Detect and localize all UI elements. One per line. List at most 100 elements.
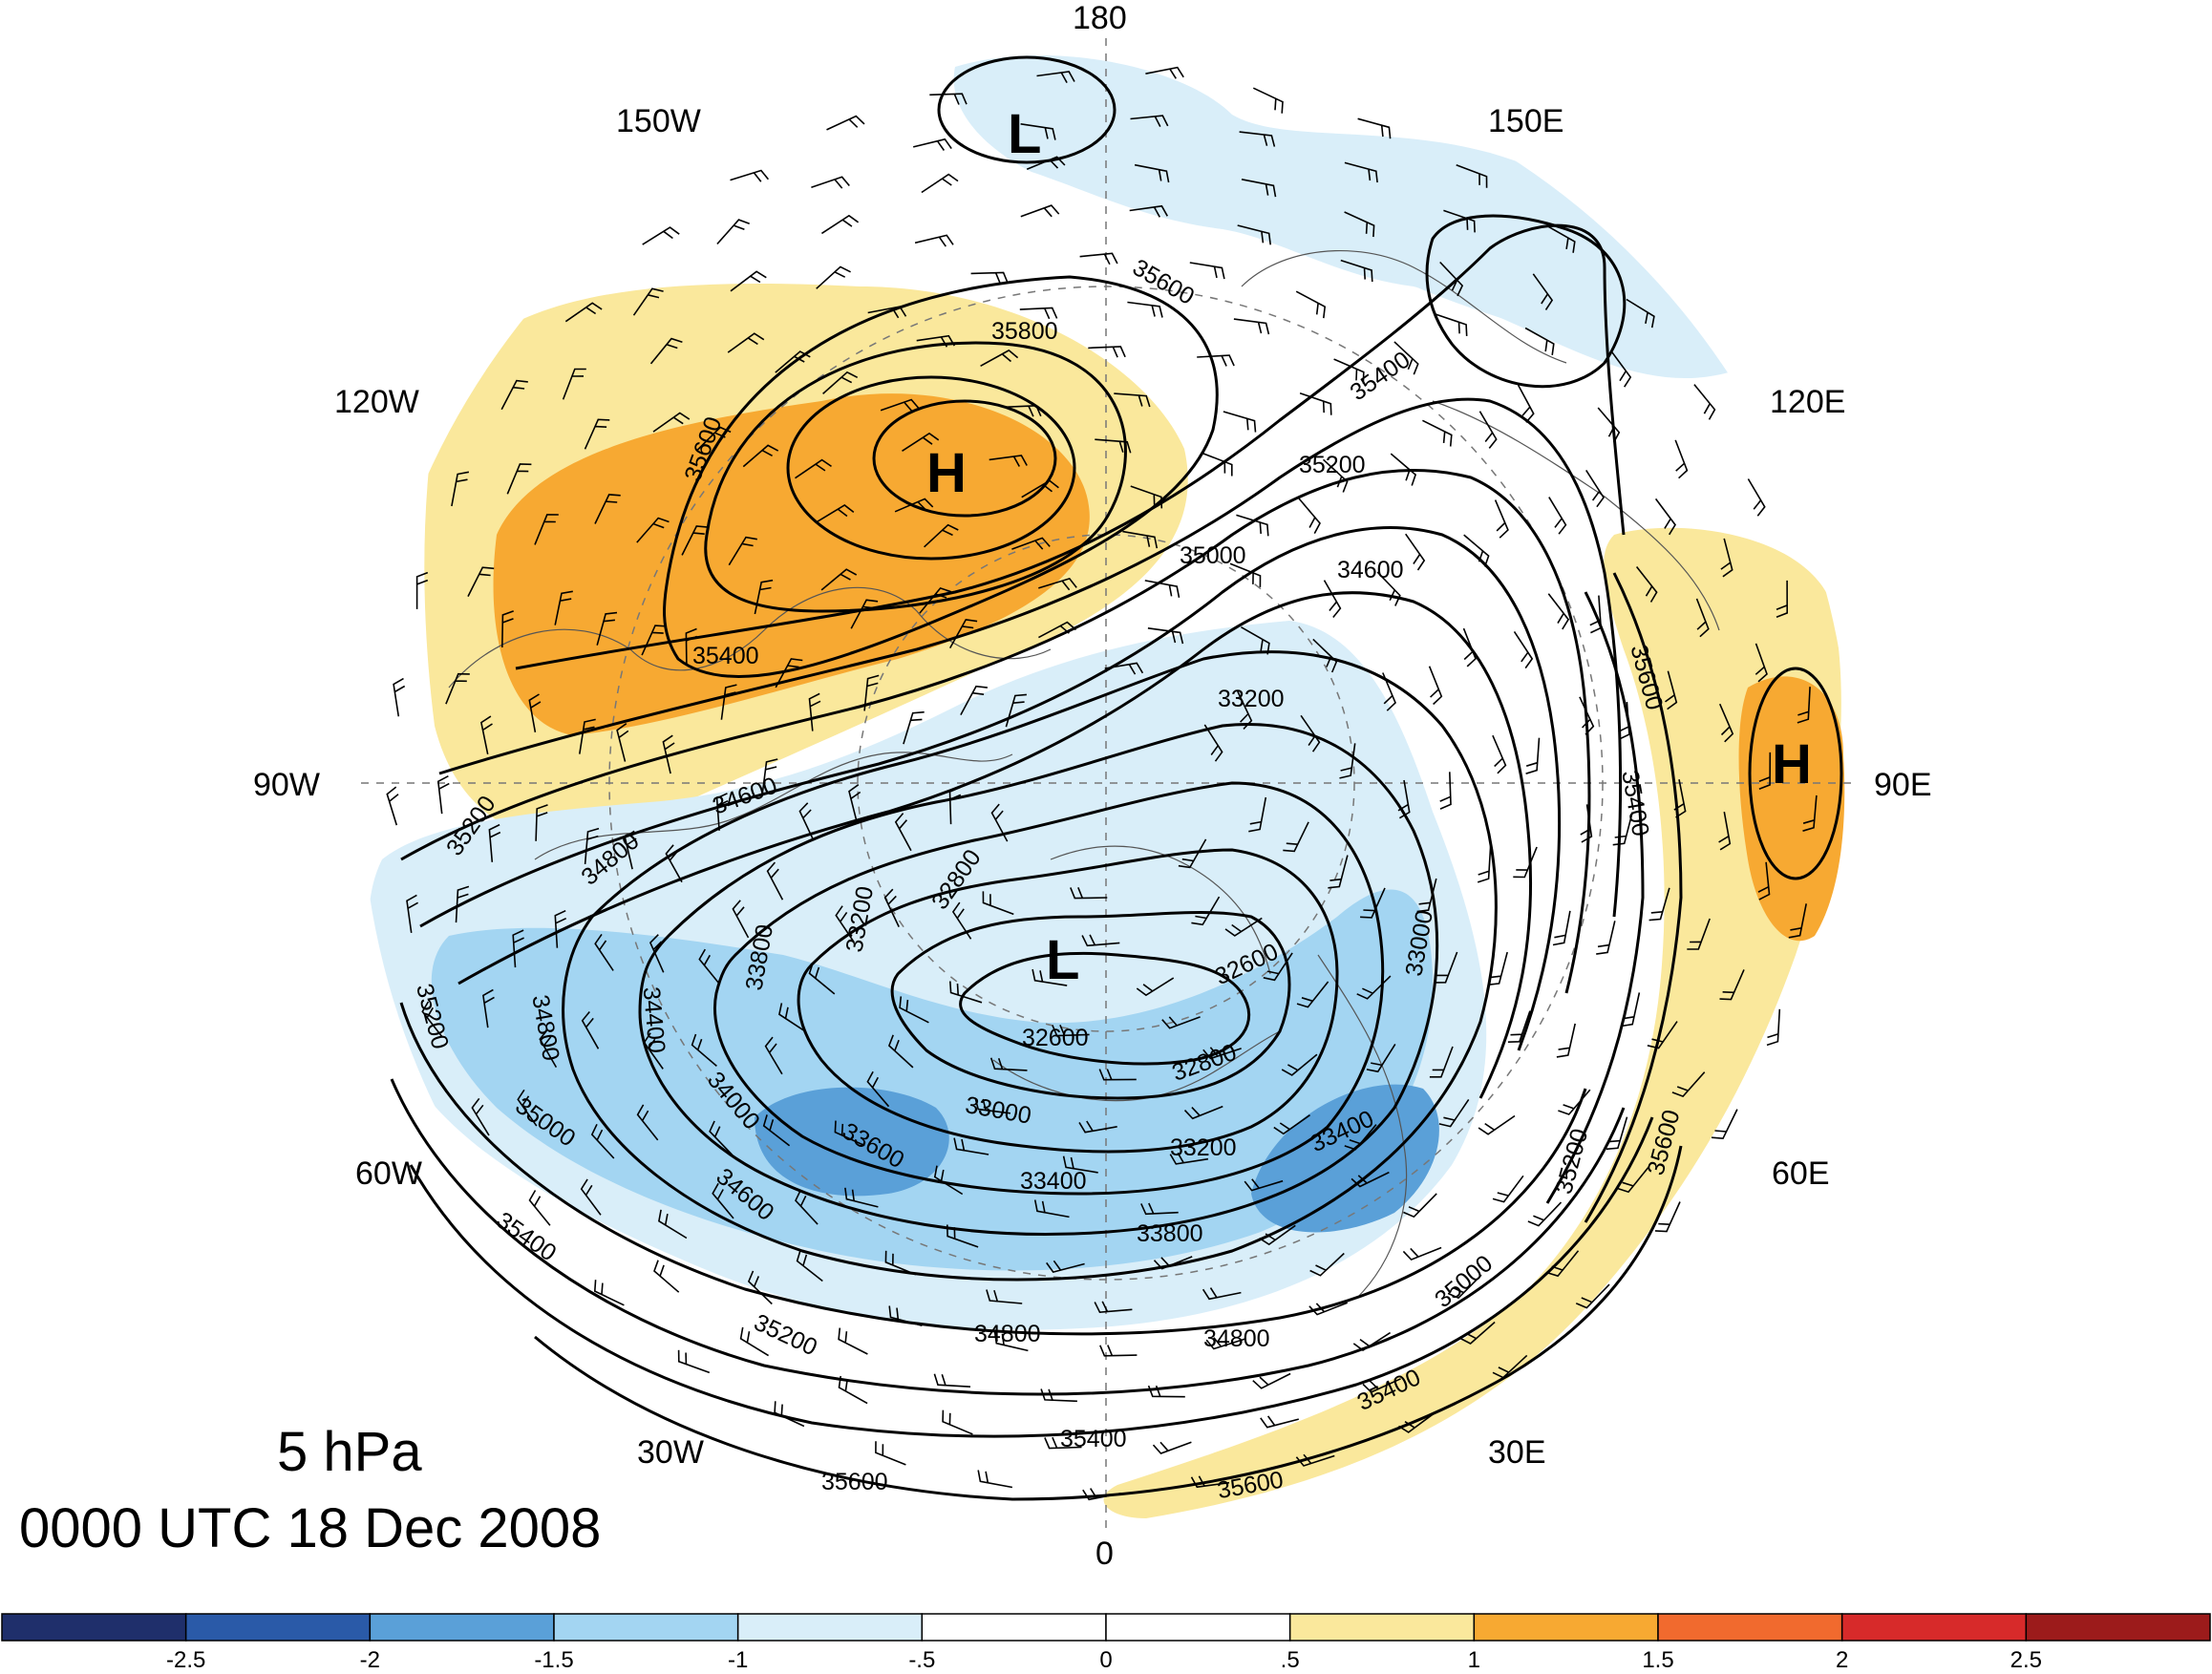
wind-barb (1019, 307, 1058, 320)
wind-barb (1189, 262, 1225, 280)
wind-barb (1435, 313, 1468, 336)
lon-label-120e: 120E (1770, 384, 1845, 420)
wind-barb (1718, 811, 1732, 851)
wind-barb (1687, 918, 1711, 950)
wind-barb (1104, 662, 1144, 675)
wind-barb (1281, 1053, 1318, 1076)
wind-barb (1492, 734, 1507, 774)
wind-barb (1134, 163, 1170, 183)
wind-barb (848, 784, 861, 823)
wind-barb (386, 786, 399, 826)
wind-barb (596, 611, 618, 646)
wind-barb (1558, 1089, 1591, 1115)
wind-barb (1648, 887, 1670, 922)
wind-barb (1547, 593, 1570, 630)
wind-barb (649, 337, 683, 365)
wind-barb (798, 802, 815, 841)
wind-barb (1152, 1441, 1192, 1454)
wind-barb (696, 426, 732, 452)
wind-barb (1309, 1252, 1345, 1277)
pressure-level-title: 5 hPa (277, 1421, 422, 1483)
graticule (361, 38, 1851, 1528)
wind-barb (642, 226, 680, 245)
wind-barb (1260, 1415, 1300, 1429)
contour-label: 33200 (1170, 1134, 1237, 1161)
wind-barb (1273, 1114, 1310, 1135)
wind-barb (1062, 1155, 1098, 1174)
colorbar-tick-label: -2 (360, 1647, 380, 1673)
colorbar-tick-label: 2 (1836, 1647, 1848, 1673)
wind-barb (1517, 384, 1535, 423)
wind-barb (1693, 384, 1716, 420)
wind-barb (808, 962, 836, 995)
wind-barb (1312, 638, 1338, 673)
wind-barb (1356, 975, 1392, 1000)
wind-barb (1295, 290, 1327, 319)
wind-barb (903, 710, 925, 745)
wind-barb (584, 827, 600, 864)
wind-barb (1434, 951, 1458, 984)
low-center-polar: L (1046, 929, 1079, 991)
wind-barb (1647, 1021, 1678, 1049)
wind-barb (1405, 533, 1426, 571)
wind-barb (1323, 580, 1342, 619)
colorbar-swatch (1840, 1613, 2028, 1642)
wind-barb (730, 270, 767, 292)
wind-barb (993, 1331, 1029, 1352)
wind-barb (1259, 1224, 1296, 1246)
colorbar-swatch (553, 1613, 739, 1642)
wind-barb (709, 1120, 734, 1155)
wind-barb (844, 1187, 879, 1208)
wind-barb (816, 504, 855, 523)
wind-barb (1344, 1124, 1377, 1151)
wind-barb (1428, 666, 1443, 706)
wind-barb (1618, 702, 1630, 740)
lon-label-180: 180 (1073, 0, 1127, 36)
wind-barb (1635, 566, 1658, 603)
colorbar-swatch (1473, 1613, 1659, 1642)
wind-barb (875, 1441, 906, 1466)
wind-barb (1021, 479, 1059, 498)
wind-barb (739, 1326, 770, 1357)
wind-barb (594, 933, 614, 971)
wind-barb (1429, 1046, 1454, 1078)
wind-barb (1766, 1008, 1781, 1047)
lon-label-90e: 90E (1874, 767, 1932, 803)
wind-barb (884, 1250, 917, 1276)
wind-barb (681, 525, 709, 556)
contour-america-35800 (704, 341, 1127, 613)
wind-barb (1322, 458, 1349, 493)
contour-35400-band (515, 223, 1626, 670)
wind-barb (970, 271, 1009, 285)
longitude-labels: 180 150W 150E 120W 120E 90W 90E 60W 60E … (253, 0, 1932, 1572)
wind-barb (1295, 1453, 1335, 1467)
wind-barb (887, 1034, 914, 1069)
wind-barb (919, 586, 952, 614)
wind-barb (1797, 687, 1811, 724)
wind-barb (762, 1114, 791, 1147)
wind-barb (778, 1003, 807, 1033)
wind-barb (838, 1327, 868, 1355)
wind-barb (1439, 261, 1464, 297)
contour-label: 35400 (1060, 1426, 1127, 1452)
contour-vortex-33200 (797, 848, 1339, 1154)
wind-barb (1711, 1109, 1738, 1140)
wind-barb (1036, 71, 1075, 83)
wind-barb (1352, 1331, 1392, 1351)
wind-barb (929, 93, 968, 105)
wind-barb (1456, 163, 1488, 188)
wind-barb (720, 684, 737, 720)
lon-label-120w: 120W (334, 384, 419, 420)
wind-barb (1011, 537, 1051, 550)
wind-barb (899, 996, 929, 1024)
colorbar-tick-label: -1.5 (534, 1647, 573, 1673)
wind-barb (960, 685, 988, 715)
wind-barb (593, 1280, 625, 1306)
wind-barb (974, 1097, 1010, 1114)
wind-barb (820, 568, 858, 591)
wind-barb (1044, 1436, 1082, 1450)
wind-barb (1082, 1488, 1121, 1501)
wind-barb (554, 590, 573, 625)
wind-barb (1439, 772, 1452, 810)
wind-barb (1239, 131, 1276, 147)
